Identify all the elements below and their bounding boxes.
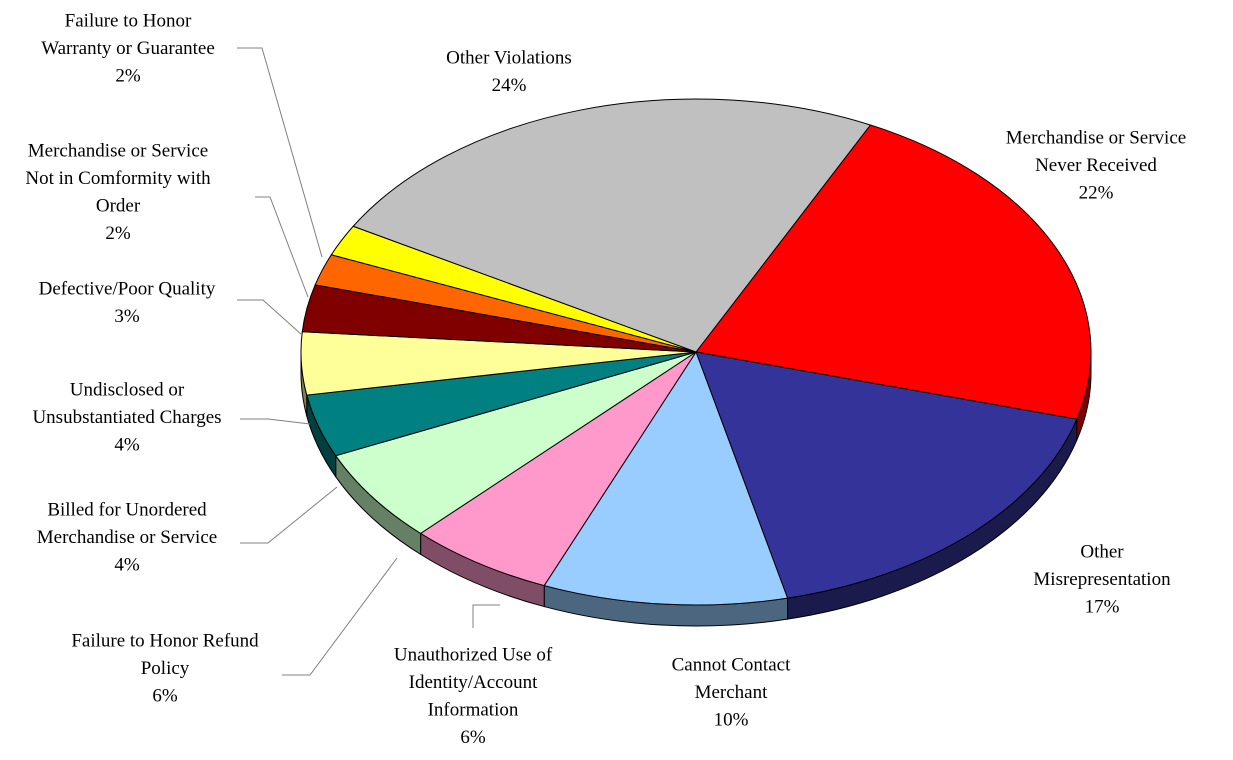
slice-unauthorized-use-of-identity-account-information xyxy=(419,351,697,587)
label-other-misrepresentation: Other Misrepresentation 17% xyxy=(1033,541,1171,617)
slice-labels: Merchandise or Service Never Received 22% O… xyxy=(25,10,1186,748)
slice-cannot-contact-merchant xyxy=(543,350,789,606)
slice-category-label: Unauthorized Use of xyxy=(394,644,553,665)
slice-value-label: 4% xyxy=(114,434,140,455)
slice-value-label: 3% xyxy=(114,306,140,327)
slice-failure-to-honor-refund-policy xyxy=(334,351,697,534)
slice-merchandise-or-service-never-received xyxy=(695,124,1092,420)
label-billed-for-unordered-merchandise-or-service: Billed for Unordered Merchandise or Servi… xyxy=(37,499,217,575)
slice-category-label: Undisclosed or xyxy=(70,379,185,400)
slice-value-label: 6% xyxy=(460,727,486,748)
label-defective-poor-quality: Defective/Poor Quality 3% xyxy=(39,278,216,327)
slice-other-violations xyxy=(352,98,872,353)
label-merchandise-or-service-not-in-comformity-with-order: Merchandise or Service Not in Comformity … xyxy=(25,140,211,244)
slice-category-label: Billed for Unordered xyxy=(47,499,207,520)
leader-lines xyxy=(237,47,500,676)
slice-category-label: Unsubstantiated Charges xyxy=(32,407,221,428)
slice-category-label: Defective/Poor Quality xyxy=(39,278,216,299)
label-failure-to-honor-refund-policy: Failure to Honor Refund Policy 6% xyxy=(71,630,259,706)
leader-line-failure-to-honor-warranty-or-guarantee xyxy=(237,47,323,258)
slice-category-label: Never Received xyxy=(1035,155,1157,176)
slice-value-label: 2% xyxy=(105,223,131,244)
slice-category-label: Merchandise or Service xyxy=(28,140,208,161)
slice-category-label: Failure to Honor xyxy=(65,10,192,31)
slice-category-label: Merchant xyxy=(695,682,769,703)
slice-category-label: Not in Comformity with xyxy=(25,168,211,189)
slice-category-label: Misrepresentation xyxy=(1033,569,1171,590)
slice-other-misrepresentation xyxy=(695,351,1078,599)
slice-category-label: Other xyxy=(1080,541,1124,562)
label-merchandise-or-service-never-received: Merchandise or Service Never Received 22% xyxy=(1006,127,1186,203)
slice-category-label: Identity/Account xyxy=(409,672,538,693)
slice-value-label: 24% xyxy=(492,75,527,96)
slice-category-label: Information xyxy=(428,699,519,720)
slice-category-label: Other Violations xyxy=(446,47,572,68)
leader-line-failure-to-honor-refund-policy xyxy=(282,557,398,676)
slice-category-label: Warranty or Guarantee xyxy=(41,38,215,59)
slice-value-label: 4% xyxy=(114,554,140,575)
slice-category-label: Policy xyxy=(141,658,190,679)
slice-value-label: 10% xyxy=(714,709,749,730)
leader-line-merchandise-or-service-not-in-comformity-with-order xyxy=(255,196,309,298)
slice-category-label: Merchandise or Service xyxy=(1006,127,1186,148)
leader-line-defective-poor-quality xyxy=(237,299,303,336)
pie-slices xyxy=(300,98,1092,606)
leader-line-billed-for-unordered-merchandise-or-service xyxy=(240,486,338,544)
leader-line-unauthorized-use-of-identity-account-information xyxy=(472,604,500,628)
slice-category-label: Failure to Honor Refund xyxy=(71,630,259,651)
label-failure-to-honor-warranty-or-guarantee: Failure to Honor Warranty or Guarantee 2% xyxy=(41,10,215,86)
label-unauthorized-use-of-identity-account-information: Unauthorized Use of Identity/Account Infor… xyxy=(394,644,553,748)
label-undisclosed-or-unsubstantiated-charges: Undisclosed or Unsubstantiated Charges 4% xyxy=(32,379,221,455)
slice-category-label: Cannot Contact xyxy=(672,654,791,675)
slice-value-label: 22% xyxy=(1079,182,1114,203)
slice-value-label: 6% xyxy=(152,685,178,706)
leader-line-undisclosed-or-unsubstantiated-charges xyxy=(240,418,311,425)
label-cannot-contact-merchant: Cannot Contact Merchant 10% xyxy=(672,654,791,730)
label-other-violations: Other Violations 24% xyxy=(446,47,572,96)
pie-3d-sides xyxy=(300,351,1092,627)
slice-value-label: 17% xyxy=(1085,596,1120,617)
slice-category-label: Order xyxy=(96,195,141,216)
slice-value-label: 2% xyxy=(115,65,141,86)
slice-category-label: Merchandise or Service xyxy=(37,527,217,548)
